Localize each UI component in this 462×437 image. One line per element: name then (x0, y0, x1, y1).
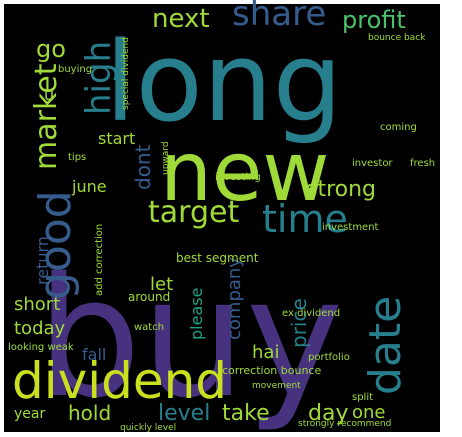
word-investment: investment (322, 222, 379, 233)
word-special-dividend: special dividend (121, 37, 131, 110)
word-investor: investor (352, 158, 393, 169)
word-time: time (262, 197, 348, 241)
word-take: take (222, 401, 270, 426)
word-new: new (160, 125, 330, 220)
cloud-background (4, 4, 440, 432)
word-share: share (232, 0, 326, 34)
word-please: please (187, 288, 206, 340)
word-dividend: dividend (12, 352, 227, 410)
word-correction-bounce: correction bounce (222, 364, 321, 377)
word-split: split (352, 392, 373, 403)
word-movement: movement (252, 381, 301, 391)
word-date: date (360, 296, 411, 395)
word-add-correction: add correction (94, 224, 105, 296)
word-u: u (44, 85, 54, 104)
word-ex-dividend: ex dividend (282, 308, 340, 319)
word-start: start (98, 129, 135, 148)
word-fall: fall (82, 345, 106, 364)
word-target: target (148, 195, 239, 230)
word-fresh: fresh (410, 158, 435, 169)
word-dont: dont (131, 144, 155, 190)
word-investing: investing (215, 172, 261, 183)
word-strongly-recommend: strongly recommend (298, 419, 391, 429)
word-good: good (30, 190, 81, 300)
word-market: market (29, 63, 64, 170)
word-high: high (79, 41, 119, 115)
word-portfolio: portfolio (308, 352, 350, 363)
word-profit: profit (342, 6, 406, 34)
word-quickly-level: quickly level (120, 423, 176, 433)
word-watch: watch (134, 322, 164, 333)
word-around: around (128, 290, 170, 304)
word-year: year (14, 406, 45, 422)
word-tips: tips (68, 152, 86, 163)
word-long: long (105, 18, 342, 146)
word-coming: coming (380, 122, 417, 133)
word-june: june (71, 177, 107, 196)
word-looking-weak: looking weak (8, 342, 74, 353)
word-price: price (287, 298, 311, 348)
word-hai: hai (252, 342, 279, 363)
word-today: today (14, 318, 66, 339)
word-day: day (308, 401, 348, 426)
word-buying: buying (58, 64, 92, 75)
word-bounce-back: bounce back (368, 33, 426, 43)
word-company: company (224, 257, 245, 340)
word-level: level (158, 401, 210, 426)
word-buy: buy (37, 242, 344, 434)
word-let: let (150, 274, 173, 295)
word-one: one (352, 402, 386, 423)
word-next: next (152, 4, 210, 34)
word-short: short (14, 294, 60, 315)
word-return: return (33, 236, 52, 285)
word-strong: strong (306, 177, 376, 202)
word-hold: hold (68, 401, 111, 425)
word-upward: upward (161, 141, 171, 175)
word-best-segment: best segment (176, 251, 259, 265)
word-go: go (36, 35, 66, 63)
